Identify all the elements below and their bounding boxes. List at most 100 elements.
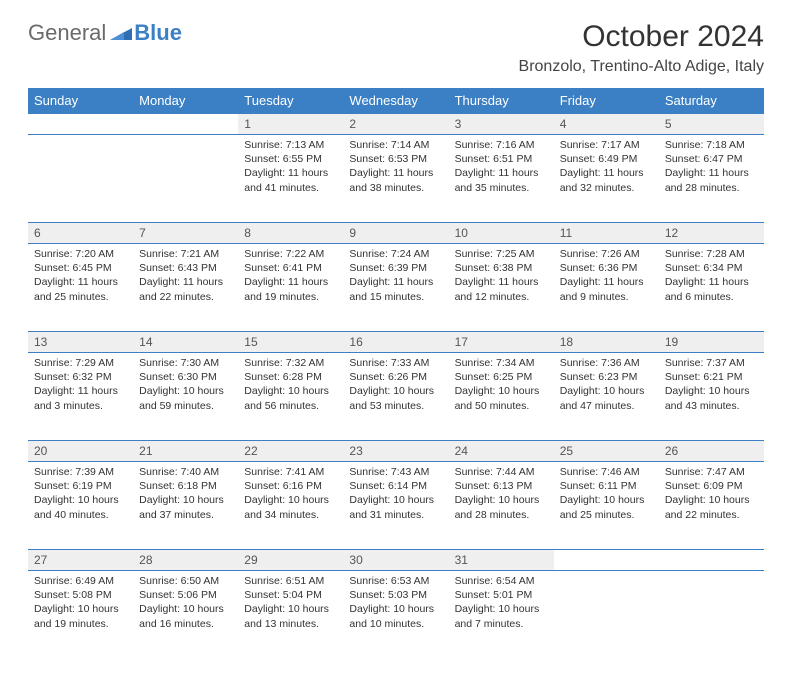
logo-icon (110, 20, 132, 46)
day-cell: Sunrise: 7:13 AMSunset: 6:55 PMDaylight:… (238, 135, 343, 223)
day-details: Sunrise: 7:22 AMSunset: 6:41 PMDaylight:… (238, 244, 343, 310)
day-details: Sunrise: 7:46 AMSunset: 6:11 PMDaylight:… (554, 462, 659, 528)
day-details: Sunrise: 6:53 AMSunset: 5:03 PMDaylight:… (343, 571, 448, 637)
day-details: Sunrise: 7:34 AMSunset: 6:25 PMDaylight:… (449, 353, 554, 419)
day-cell: Sunrise: 7:36 AMSunset: 6:23 PMDaylight:… (554, 353, 659, 441)
day-cell: Sunrise: 7:34 AMSunset: 6:25 PMDaylight:… (449, 353, 554, 441)
day-details: Sunrise: 6:51 AMSunset: 5:04 PMDaylight:… (238, 571, 343, 637)
day-number: 23 (343, 441, 448, 462)
day-number: 27 (28, 550, 133, 571)
day-number: 9 (343, 223, 448, 244)
day-details: Sunrise: 7:37 AMSunset: 6:21 PMDaylight:… (659, 353, 764, 419)
day-cell (133, 135, 238, 223)
day-details: Sunrise: 7:32 AMSunset: 6:28 PMDaylight:… (238, 353, 343, 419)
day-cell: Sunrise: 7:16 AMSunset: 6:51 PMDaylight:… (449, 135, 554, 223)
day-details: Sunrise: 7:17 AMSunset: 6:49 PMDaylight:… (554, 135, 659, 201)
page-title: October 2024 (519, 20, 764, 54)
day-number: 10 (449, 223, 554, 244)
day-number: 29 (238, 550, 343, 571)
calendar-body: 12 345 Sunrise: 7:13 AMSunset: 6:55 PMDayl… (28, 114, 764, 659)
day-details: Sunrise: 7:25 AMSunset: 6:38 PMDaylight:… (449, 244, 554, 310)
day-number-row: 13141516171819 (28, 332, 764, 353)
day-number-row: 6789101112 (28, 223, 764, 244)
day-number: 5 (659, 114, 764, 135)
day-cell (659, 571, 764, 659)
day-content-row: Sunrise: 7:39 AMSunset: 6:19 PMDaylight:… (28, 462, 764, 550)
day-cell: Sunrise: 7:26 AMSunset: 6:36 PMDaylight:… (554, 244, 659, 332)
header: General Blue October 2024 Bronzolo, Tren… (28, 20, 764, 76)
day-cell: Sunrise: 7:46 AMSunset: 6:11 PMDaylight:… (554, 462, 659, 550)
day-of-week-header: Tuesday (238, 88, 343, 114)
day-details: Sunrise: 7:20 AMSunset: 6:45 PMDaylight:… (28, 244, 133, 310)
day-details: Sunrise: 7:16 AMSunset: 6:51 PMDaylight:… (449, 135, 554, 201)
day-number: 16 (343, 332, 448, 353)
day-cell: Sunrise: 6:50 AMSunset: 5:06 PMDaylight:… (133, 571, 238, 659)
day-content-row: Sunrise: 7:13 AMSunset: 6:55 PMDaylight:… (28, 135, 764, 223)
day-details: Sunrise: 7:43 AMSunset: 6:14 PMDaylight:… (343, 462, 448, 528)
day-details: Sunrise: 7:26 AMSunset: 6:36 PMDaylight:… (554, 244, 659, 310)
day-number: 6 (28, 223, 133, 244)
day-number: 3 (449, 114, 554, 135)
logo-text-general: General (28, 20, 106, 46)
day-of-week-header: Saturday (659, 88, 764, 114)
day-details: Sunrise: 7:24 AMSunset: 6:39 PMDaylight:… (343, 244, 448, 310)
day-of-week-header: Thursday (449, 88, 554, 114)
day-number-row: 2728293031 (28, 550, 764, 571)
day-number: 24 (449, 441, 554, 462)
day-cell: Sunrise: 7:37 AMSunset: 6:21 PMDaylight:… (659, 353, 764, 441)
day-number: 12 (659, 223, 764, 244)
day-details: Sunrise: 6:50 AMSunset: 5:06 PMDaylight:… (133, 571, 238, 637)
day-of-week-row: SundayMondayTuesdayWednesdayThursdayFrid… (28, 88, 764, 114)
day-number (28, 114, 133, 135)
day-cell: Sunrise: 7:33 AMSunset: 6:26 PMDaylight:… (343, 353, 448, 441)
day-number (659, 550, 764, 571)
day-number: 13 (28, 332, 133, 353)
calendar-head: SundayMondayTuesdayWednesdayThursdayFrid… (28, 88, 764, 114)
day-cell: Sunrise: 7:30 AMSunset: 6:30 PMDaylight:… (133, 353, 238, 441)
day-cell: Sunrise: 6:54 AMSunset: 5:01 PMDaylight:… (449, 571, 554, 659)
day-number: 4 (554, 114, 659, 135)
day-of-week-header: Wednesday (343, 88, 448, 114)
day-cell: Sunrise: 7:14 AMSunset: 6:53 PMDaylight:… (343, 135, 448, 223)
day-number: 17 (449, 332, 554, 353)
day-number (554, 550, 659, 571)
day-cell: Sunrise: 7:44 AMSunset: 6:13 PMDaylight:… (449, 462, 554, 550)
day-number-row: 20212223242526 (28, 441, 764, 462)
day-number: 19 (659, 332, 764, 353)
day-number: 2 (343, 114, 448, 135)
day-details: Sunrise: 7:13 AMSunset: 6:55 PMDaylight:… (238, 135, 343, 201)
location: Bronzolo, Trentino-Alto Adige, Italy (519, 58, 764, 76)
day-details: Sunrise: 7:18 AMSunset: 6:47 PMDaylight:… (659, 135, 764, 201)
day-cell: Sunrise: 7:24 AMSunset: 6:39 PMDaylight:… (343, 244, 448, 332)
day-cell: Sunrise: 7:40 AMSunset: 6:18 PMDaylight:… (133, 462, 238, 550)
day-cell: Sunrise: 7:39 AMSunset: 6:19 PMDaylight:… (28, 462, 133, 550)
logo: General Blue (28, 20, 182, 46)
day-cell: Sunrise: 7:32 AMSunset: 6:28 PMDaylight:… (238, 353, 343, 441)
day-number: 25 (554, 441, 659, 462)
day-of-week-header: Monday (133, 88, 238, 114)
day-details: Sunrise: 6:54 AMSunset: 5:01 PMDaylight:… (449, 571, 554, 637)
day-cell: Sunrise: 7:22 AMSunset: 6:41 PMDaylight:… (238, 244, 343, 332)
day-content-row: Sunrise: 6:49 AMSunset: 5:08 PMDaylight:… (28, 571, 764, 659)
day-details: Sunrise: 7:28 AMSunset: 6:34 PMDaylight:… (659, 244, 764, 310)
day-of-week-header: Sunday (28, 88, 133, 114)
calendar-table: SundayMondayTuesdayWednesdayThursdayFrid… (28, 88, 764, 659)
day-details: Sunrise: 7:40 AMSunset: 6:18 PMDaylight:… (133, 462, 238, 528)
day-details: Sunrise: 7:33 AMSunset: 6:26 PMDaylight:… (343, 353, 448, 419)
day-number: 18 (554, 332, 659, 353)
day-cell: Sunrise: 7:29 AMSunset: 6:32 PMDaylight:… (28, 353, 133, 441)
day-content-row: Sunrise: 7:29 AMSunset: 6:32 PMDaylight:… (28, 353, 764, 441)
day-details: Sunrise: 7:39 AMSunset: 6:19 PMDaylight:… (28, 462, 133, 528)
day-details: Sunrise: 7:41 AMSunset: 6:16 PMDaylight:… (238, 462, 343, 528)
day-cell: Sunrise: 7:21 AMSunset: 6:43 PMDaylight:… (133, 244, 238, 332)
day-details: Sunrise: 7:44 AMSunset: 6:13 PMDaylight:… (449, 462, 554, 528)
day-details: Sunrise: 7:47 AMSunset: 6:09 PMDaylight:… (659, 462, 764, 528)
day-cell (28, 135, 133, 223)
day-cell: Sunrise: 6:51 AMSunset: 5:04 PMDaylight:… (238, 571, 343, 659)
day-number: 22 (238, 441, 343, 462)
day-cell: Sunrise: 6:53 AMSunset: 5:03 PMDaylight:… (343, 571, 448, 659)
day-number: 14 (133, 332, 238, 353)
day-cell: Sunrise: 7:47 AMSunset: 6:09 PMDaylight:… (659, 462, 764, 550)
title-block: October 2024 Bronzolo, Trentino-Alto Adi… (519, 20, 764, 76)
day-number: 28 (133, 550, 238, 571)
